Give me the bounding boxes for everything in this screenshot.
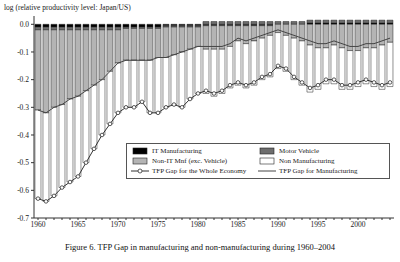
html-text:Non-IT Mnf (exc. Vehicle): Non-IT Mnf (exc. Vehicle) — [152, 157, 228, 166]
svg-text:-0.4: -0.4 — [17, 131, 29, 140]
svg-text:1975: 1975 — [151, 220, 166, 229]
svg-text:1995: 1995 — [311, 220, 326, 229]
html-text:Non Manufacturing: Non Manufacturing — [279, 157, 335, 166]
svg-text:0.0: 0.0 — [20, 20, 30, 29]
svg-text:1980: 1980 — [191, 220, 206, 229]
html-text:TFP Gap for Manufacturing: TFP Gap for Manufacturing — [279, 167, 358, 176]
html-text:Figure 6. TFP Gap in manufactu: Figure 6. TFP Gap in manufacturing and n… — [65, 242, 335, 252]
svg-text:-0.6: -0.6 — [17, 186, 29, 195]
svg-text:-0.7: -0.7 — [17, 214, 29, 223]
svg-text:1960: 1960 — [31, 220, 46, 229]
svg-text:-0.5: -0.5 — [17, 158, 29, 167]
svg-text:1965: 1965 — [71, 220, 86, 229]
html-text:TFP Gap for the Whole Economy: TFP Gap for the Whole Economy — [152, 167, 247, 176]
svg-text:1990: 1990 — [271, 220, 286, 229]
svg-text:-0.1: -0.1 — [17, 48, 29, 57]
html-text:log (relative productivity lev: log (relative productivity level: Japan/… — [4, 3, 131, 12]
html-text:IT Manufacturing: IT Manufacturing — [152, 147, 202, 156]
svg-text:-0.2: -0.2 — [17, 75, 29, 84]
svg-text:-0.3: -0.3 — [17, 103, 29, 112]
html-text:Motor Vehicle: Motor Vehicle — [279, 147, 320, 156]
svg-text:1970: 1970 — [111, 220, 126, 229]
svg-text:1985: 1985 — [231, 220, 246, 229]
svg-text:2000: 2000 — [351, 220, 366, 229]
